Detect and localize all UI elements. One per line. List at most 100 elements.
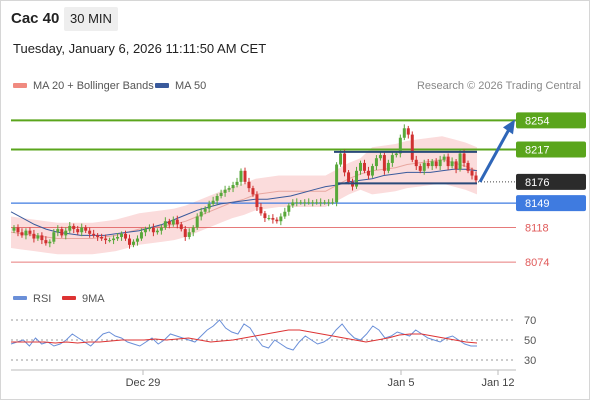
candle-body — [402, 128, 406, 138]
rsi-legend: RSI — [33, 293, 52, 305]
timeframe-button[interactable]: 30 MIN — [64, 7, 118, 31]
candle-body — [307, 202, 311, 204]
candle-body — [215, 196, 219, 201]
candle-body — [267, 218, 271, 220]
candle-body — [92, 233, 96, 236]
candle-body — [16, 227, 20, 233]
rsi-ma-legend: 9MA — [82, 293, 105, 305]
candle-body — [410, 134, 414, 160]
candle-body — [207, 203, 211, 209]
candle-body — [227, 188, 231, 190]
ma20-line — [10, 159, 478, 239]
candle-body — [446, 156, 450, 167]
rsi-tick-30: 30 — [524, 355, 536, 367]
candle-body — [442, 156, 446, 160]
forecast-arrow-shaft — [478, 128, 511, 183]
candle-body — [100, 236, 104, 239]
candle-body — [187, 232, 191, 237]
candle-body — [175, 219, 179, 225]
candle-body — [335, 164, 339, 203]
candle-body — [426, 162, 430, 167]
candle-body — [124, 233, 128, 239]
candle-body — [183, 229, 187, 237]
candle-body — [370, 166, 374, 176]
candle-body — [422, 162, 426, 171]
candle-body — [223, 189, 227, 193]
candle-body — [283, 211, 287, 217]
candle-body — [414, 159, 418, 167]
candle-body — [88, 230, 92, 234]
candle-body — [143, 229, 147, 233]
candle-body — [275, 219, 279, 222]
candle-body — [211, 200, 215, 204]
candle-body — [398, 137, 402, 154]
candle-body — [159, 227, 163, 231]
candle-body — [430, 161, 434, 167]
candle-body — [151, 227, 155, 233]
ma20-legend: MA 20 + Bollinger Bands — [33, 80, 154, 92]
candle-body — [84, 227, 88, 231]
candle-body — [339, 153, 343, 165]
candle-body — [199, 211, 203, 217]
time-tick-label: Jan 12 — [481, 377, 514, 389]
candle-body — [68, 225, 72, 231]
candle-body — [263, 213, 267, 219]
candle-body — [279, 216, 283, 222]
level-label-8074: 8074 — [525, 257, 549, 269]
time-tick-label: Dec 29 — [126, 377, 161, 389]
rsi-line — [10, 319, 477, 351]
candle-body — [203, 208, 207, 212]
candle-body — [195, 216, 199, 228]
level-label-8118: 8118 — [525, 223, 549, 235]
candle-body — [406, 128, 410, 135]
candle-body — [251, 188, 255, 195]
candle-body — [259, 207, 263, 214]
candle-body — [470, 170, 474, 176]
candle-body — [20, 232, 24, 236]
level-label-8176: 8176 — [525, 177, 549, 189]
candle-body — [219, 192, 223, 197]
instrument-title: Cac 40 — [11, 10, 60, 27]
datetime-label: Tuesday, January 6, 2026 11:11:50 AM CET — [13, 41, 267, 56]
candle-body — [243, 170, 247, 182]
candle-body — [139, 232, 143, 239]
candle-body — [147, 227, 151, 230]
candle-body — [327, 202, 331, 204]
candle-body — [462, 153, 466, 163]
candle-body — [163, 221, 167, 228]
candle-body — [12, 227, 16, 231]
candle-body — [72, 225, 76, 230]
candle-body — [64, 230, 68, 236]
candle-body — [466, 162, 470, 171]
ma50-line — [10, 168, 478, 236]
candle-body — [319, 202, 323, 204]
candle-body — [32, 233, 36, 239]
candle-body — [155, 230, 159, 233]
candle-body — [112, 238, 116, 241]
level-badge-8254 — [516, 112, 586, 129]
candle-body — [458, 153, 462, 170]
candle-body — [315, 202, 319, 204]
candle-body — [291, 202, 295, 206]
level-badge-8217 — [516, 141, 586, 158]
candle-body — [80, 227, 84, 233]
candle-body — [52, 232, 56, 242]
rsi-tick-50: 50 — [524, 335, 536, 347]
candle-body — [386, 162, 390, 171]
candle-body — [418, 166, 422, 171]
ma20-swatch — [13, 83, 27, 88]
ma50-legend: MA 50 — [175, 80, 207, 92]
candle-body — [247, 181, 251, 189]
candle-body — [36, 235, 40, 239]
candle-body — [323, 202, 327, 204]
candle-body — [255, 194, 259, 208]
candle-body — [438, 159, 442, 167]
forecast-arrow-head — [503, 119, 515, 135]
rsi-ma-swatch — [62, 296, 76, 300]
candle-body — [56, 229, 60, 233]
candle-body — [378, 155, 382, 159]
candle-body — [343, 153, 347, 173]
candle-body — [104, 238, 108, 241]
rsi-ma-line — [11, 329, 478, 344]
candle-body — [60, 229, 64, 236]
